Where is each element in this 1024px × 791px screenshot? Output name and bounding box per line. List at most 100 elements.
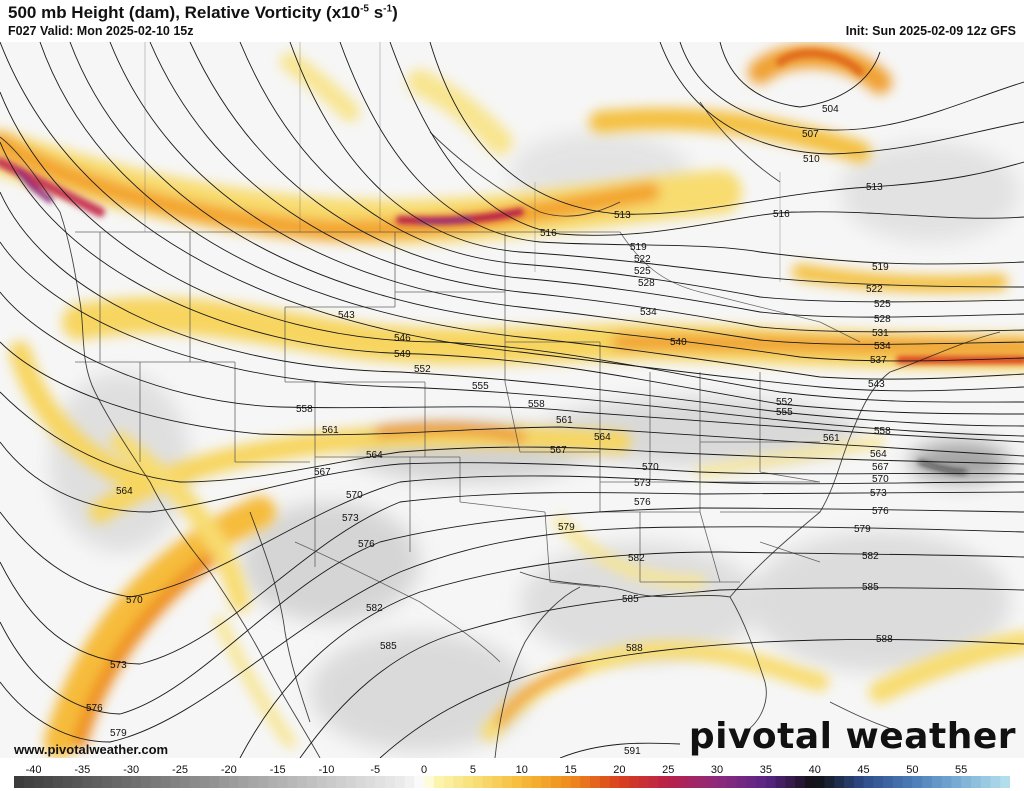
- color-cell: [961, 776, 972, 788]
- color-cell: [892, 776, 904, 788]
- label-528: 528: [874, 314, 891, 325]
- contour-525: [239, 42, 1024, 303]
- color-cell: [834, 776, 845, 788]
- color-cell: [150, 776, 161, 788]
- contour-573: [0, 491, 1024, 665]
- label-576-c: 576: [872, 506, 889, 517]
- color-cell: [912, 776, 923, 788]
- contour-591: [559, 742, 681, 758]
- contour-504: [719, 42, 881, 108]
- province-borders: [144, 42, 781, 282]
- label-516-b: 516: [540, 228, 557, 239]
- valid-time: F027 Valid: Mon 2025-02-10 15z: [8, 24, 194, 38]
- color-scale-tick-label: 45: [857, 764, 869, 776]
- label-576: 576: [358, 539, 375, 550]
- color-cell: [521, 776, 533, 788]
- color-cell: [844, 776, 855, 788]
- color-cell: [599, 776, 611, 788]
- label-576-d: 576: [86, 703, 103, 714]
- label-564-b: 564: [594, 432, 611, 443]
- color-cell: [82, 776, 93, 788]
- color-cell: [746, 776, 757, 788]
- color-cell: [53, 776, 64, 788]
- color-cell: [658, 776, 669, 788]
- contour-582: [239, 551, 1024, 758]
- color-cell: [258, 776, 269, 788]
- label-567: 567: [314, 467, 331, 478]
- label-582-b: 582: [628, 553, 645, 564]
- color-cell: [92, 776, 103, 788]
- color-cell: [570, 776, 581, 788]
- label-570-d: 570: [126, 595, 143, 606]
- contour-540: [39, 42, 1024, 380]
- label-579-c: 579: [110, 728, 127, 739]
- color-cell: [795, 776, 806, 788]
- contour-564: [0, 391, 1024, 483]
- label-549: 549: [394, 349, 411, 360]
- label-567-c: 567: [872, 462, 889, 473]
- label-513: 513: [866, 182, 883, 193]
- label-543-b: 543: [868, 379, 885, 390]
- color-cell: [922, 776, 933, 788]
- color-cell: [170, 776, 181, 788]
- label-510: 510: [803, 154, 820, 165]
- label-579: 579: [558, 522, 575, 533]
- color-cell: [433, 776, 445, 788]
- label-528-b: 528: [638, 278, 655, 289]
- color-scale-tick-label: 35: [760, 764, 772, 776]
- color-cell: [697, 776, 708, 788]
- label-567-b: 567: [550, 445, 567, 456]
- color-cell: [336, 776, 347, 788]
- color-scale-tick-label: 55: [955, 764, 967, 776]
- color-scale-tick-label: -10: [319, 764, 335, 776]
- contour-576: [0, 507, 1024, 715]
- color-scale-tick-label: -25: [172, 764, 188, 776]
- color-cell: [23, 776, 35, 788]
- color-scale-tick-label: -35: [74, 764, 90, 776]
- weather-map[interactable]: 504 507 510 513 513 516 516 519 519 522 …: [0, 42, 1024, 758]
- contour-588: [379, 639, 1024, 758]
- color-cell: [941, 776, 952, 788]
- color-cell: [101, 776, 113, 788]
- color-cell: [609, 776, 620, 788]
- label-540: 540: [670, 337, 687, 348]
- label-561-c: 561: [823, 433, 840, 444]
- color-cell: [707, 776, 718, 788]
- label-522-b: 522: [634, 254, 651, 265]
- color-cell: [736, 776, 747, 788]
- color-cell: [814, 776, 825, 788]
- color-scale-tick-label: 50: [906, 764, 918, 776]
- label-576-b: 576: [634, 497, 651, 508]
- label-561: 561: [322, 425, 339, 436]
- color-cell: [385, 776, 396, 788]
- color-cell: [140, 776, 152, 788]
- color-cell: [472, 776, 484, 788]
- color-cell: [648, 776, 659, 788]
- color-cell: [853, 776, 865, 788]
- label-585: 585: [380, 641, 397, 652]
- color-cell: [804, 776, 816, 788]
- label-534: 534: [874, 341, 891, 352]
- label-531: 531: [872, 328, 889, 339]
- color-cell: [765, 776, 777, 788]
- color-scale-tick-label: -30: [123, 764, 139, 776]
- contour-567: [0, 441, 1024, 513]
- color-cell: [131, 776, 142, 788]
- color-cell: [160, 776, 171, 788]
- color-cell: [62, 776, 74, 788]
- contour-531: [149, 42, 1024, 333]
- label-561-b: 561: [556, 415, 573, 426]
- website-link[interactable]: www.pivotalweather.com: [14, 742, 169, 757]
- label-525: 525: [874, 299, 891, 310]
- label-525-b: 525: [634, 266, 651, 277]
- color-cell: [111, 776, 122, 788]
- color-cell: [531, 776, 542, 788]
- color-cell: [199, 776, 210, 788]
- contour-549: [0, 141, 1024, 415]
- color-cell: [1000, 776, 1010, 788]
- contour-522: [289, 42, 1024, 288]
- contour-516: [389, 42, 1024, 236]
- color-cell: [189, 776, 201, 788]
- color-cell: [287, 776, 298, 788]
- label-504: 504: [822, 104, 839, 115]
